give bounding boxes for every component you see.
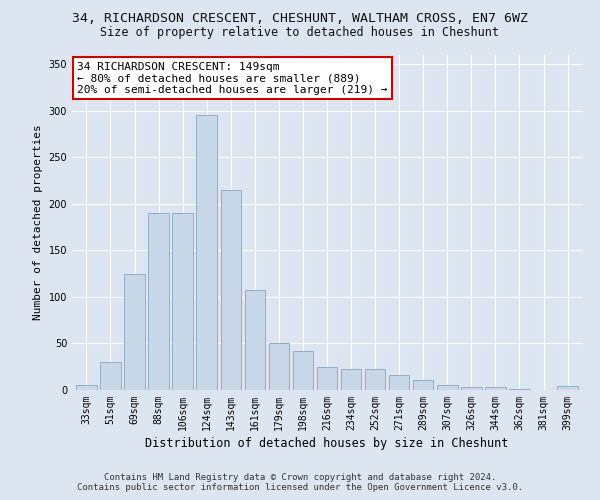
Bar — [293, 351, 313, 390]
Bar — [317, 366, 337, 390]
Y-axis label: Number of detached properties: Number of detached properties — [33, 124, 43, 320]
Bar — [196, 116, 217, 390]
X-axis label: Distribution of detached houses by size in Cheshunt: Distribution of detached houses by size … — [145, 437, 509, 450]
Bar — [341, 368, 361, 390]
Bar — [485, 387, 506, 390]
Bar — [269, 344, 289, 390]
Bar — [172, 213, 193, 390]
Bar — [437, 386, 458, 390]
Bar — [124, 274, 145, 390]
Bar — [461, 387, 482, 390]
Bar — [557, 386, 578, 390]
Bar — [245, 290, 265, 390]
Bar — [413, 380, 433, 390]
Bar — [389, 375, 409, 390]
Bar — [76, 386, 97, 390]
Bar — [509, 389, 530, 390]
Text: 34, RICHARDSON CRESCENT, CHESHUNT, WALTHAM CROSS, EN7 6WZ: 34, RICHARDSON CRESCENT, CHESHUNT, WALTH… — [72, 12, 528, 26]
Bar — [148, 213, 169, 390]
Text: Size of property relative to detached houses in Cheshunt: Size of property relative to detached ho… — [101, 26, 499, 39]
Text: Contains HM Land Registry data © Crown copyright and database right 2024.
Contai: Contains HM Land Registry data © Crown c… — [77, 473, 523, 492]
Text: 34 RICHARDSON CRESCENT: 149sqm
← 80% of detached houses are smaller (889)
20% of: 34 RICHARDSON CRESCENT: 149sqm ← 80% of … — [77, 62, 388, 95]
Bar — [100, 362, 121, 390]
Bar — [221, 190, 241, 390]
Bar — [365, 368, 385, 390]
